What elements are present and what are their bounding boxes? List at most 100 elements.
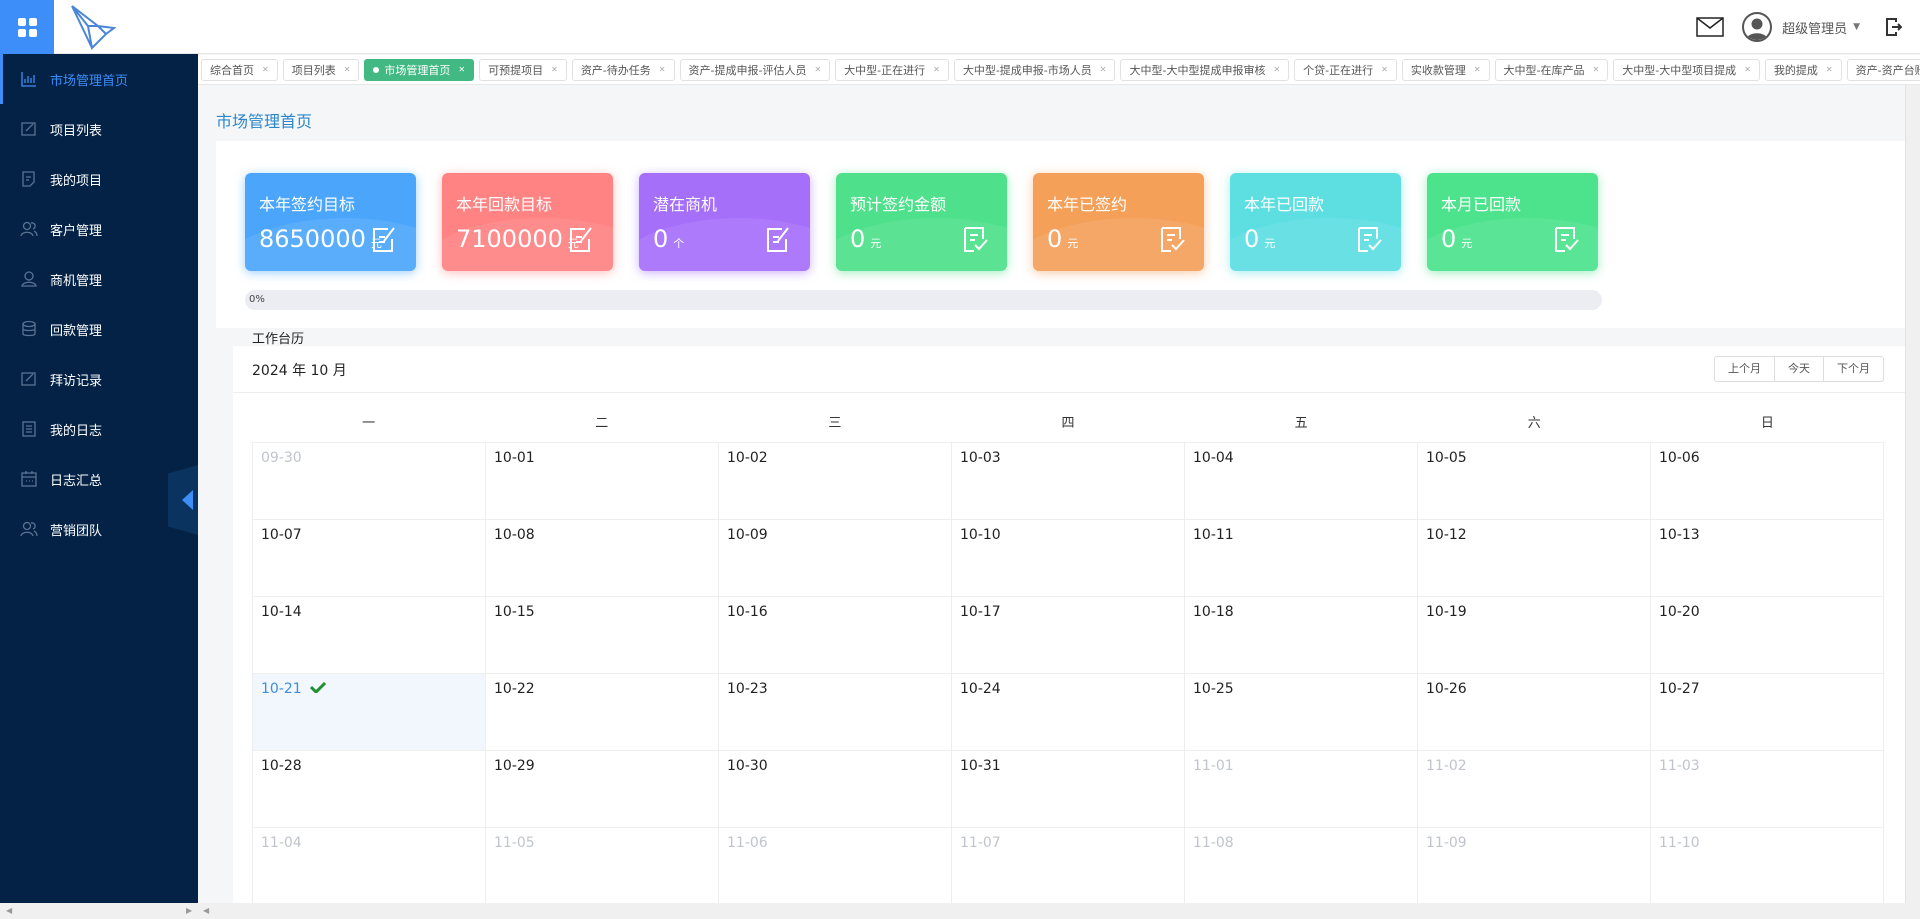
calendar-day[interactable]: 10-05 — [1418, 443, 1651, 520]
tab[interactable]: 资产-资产台账✕ — [1846, 58, 1920, 81]
tab[interactable]: 个贷-正在进行 ✕ — [1294, 58, 1397, 81]
calendar-day[interactable]: 10-03 — [952, 443, 1185, 520]
horizontal-scrollbar[interactable]: ◀ ▶ ◀ — [0, 903, 1920, 919]
calendar-day[interactable]: 10-18 — [1185, 597, 1418, 674]
calendar-day[interactable]: 11-07 — [952, 828, 1185, 905]
calendar-day[interactable]: 11-01 — [1185, 751, 1418, 828]
stat-card[interactable]: 本年签约目标 8650000 元 — [245, 173, 416, 271]
calendar-day[interactable]: 10-13 — [1651, 520, 1884, 597]
close-icon[interactable]: ✕ — [1273, 65, 1281, 74]
calendar-day[interactable]: 10-30 — [719, 751, 952, 828]
sidebar-item[interactable]: 我的日志 — [0, 404, 198, 454]
close-icon[interactable]: ✕ — [658, 65, 666, 74]
calendar-day[interactable]: 10-17 — [952, 597, 1185, 674]
calendar-day[interactable]: 10-11 — [1185, 520, 1418, 597]
close-icon[interactable]: ✕ — [551, 65, 558, 74]
tab[interactable]: 大中型-提成申报-市场人员 ✕ — [953, 58, 1116, 81]
collapse-sidebar-button[interactable] — [168, 465, 198, 535]
sidebar-item[interactable]: 拜访记录 — [0, 354, 198, 404]
calendar-day[interactable]: 09-30 — [253, 443, 486, 520]
calendar-day[interactable]: 10-04 — [1185, 443, 1418, 520]
close-icon[interactable]: ✕ — [1825, 65, 1833, 74]
tab[interactable]: 实收款管理 ✕ — [1401, 58, 1490, 81]
tab[interactable]: 我的提成 ✕ — [1764, 58, 1842, 81]
sidebar-item[interactable]: 日志汇总 — [0, 454, 198, 504]
sidebar-item[interactable]: 市场管理首页 — [0, 54, 198, 104]
calendar-day[interactable]: 10-08 — [486, 520, 719, 597]
close-icon[interactable]: ✕ — [1592, 65, 1600, 74]
scroll-left-icon[interactable]: ◀ — [6, 906, 13, 915]
calendar-day[interactable]: 10-26 — [1418, 674, 1651, 751]
calendar-day[interactable]: 10-10 — [952, 520, 1185, 597]
calendar-day[interactable]: 10-09 — [719, 520, 952, 597]
tab[interactable]: 大中型-正在进行 ✕ — [835, 58, 949, 81]
calendar-day[interactable]: 10-01 — [486, 443, 719, 520]
calendar-day[interactable]: 11-02 — [1418, 751, 1651, 828]
calendar-day[interactable]: 10-24 — [952, 674, 1185, 751]
calendar-day[interactable]: 10-25 — [1185, 674, 1418, 751]
calendar-day[interactable]: 11-08 — [1185, 828, 1418, 905]
tab[interactable]: 大中型-在库产品 ✕ — [1494, 58, 1609, 81]
next-month-button[interactable]: 下个月 — [1837, 362, 1870, 375]
tab[interactable]: 综合首页 ✕ — [201, 58, 278, 81]
sidebar-item[interactable]: 客户管理 — [0, 204, 198, 254]
sidebar-item[interactable]: 我的项目 — [0, 154, 198, 204]
calendar-day[interactable]: 10-21 — [253, 674, 486, 751]
close-icon[interactable]: ✕ — [458, 65, 466, 74]
sidebar-item[interactable]: 项目列表 — [0, 104, 198, 154]
close-icon[interactable]: ✕ — [1381, 65, 1388, 74]
calendar-day[interactable]: 10-02 — [719, 443, 952, 520]
scroll-left-icon[interactable]: ◀ — [203, 906, 210, 915]
calendar-day[interactable]: 10-20 — [1651, 597, 1884, 674]
close-icon[interactable]: ✕ — [1473, 65, 1481, 74]
tab[interactable]: 项目列表 ✕ — [282, 58, 360, 81]
chevron-down-icon[interactable]: ▼ — [1853, 22, 1860, 32]
mail-icon[interactable] — [1696, 17, 1724, 37]
close-icon[interactable]: ✕ — [933, 65, 940, 74]
tab[interactable]: 市场管理首页 ✕ — [364, 58, 475, 81]
stat-card[interactable]: 本年回款目标 7100000 元 — [442, 173, 613, 271]
calendar-day[interactable]: 10-23 — [719, 674, 952, 751]
calendar-day[interactable]: 10-31 — [952, 751, 1185, 828]
close-icon[interactable]: ✕ — [1099, 65, 1107, 74]
calendar-day[interactable]: 10-07 — [253, 520, 486, 597]
close-icon[interactable]: ✕ — [1744, 65, 1751, 74]
apps-grid-button[interactable] — [0, 0, 54, 54]
calendar-day[interactable]: 11-03 — [1651, 751, 1884, 828]
username[interactable]: 超级管理员 — [1782, 21, 1848, 37]
sidebar-item[interactable]: 商机管理 — [0, 254, 198, 304]
calendar-day[interactable]: 11-04 — [253, 828, 486, 905]
calendar-day[interactable]: 10-15 — [486, 597, 719, 674]
close-icon[interactable]: ✕ — [814, 65, 822, 74]
calendar-day[interactable]: 10-29 — [486, 751, 719, 828]
tab[interactable]: 大中型-大中型项目提成 ✕ — [1613, 58, 1760, 81]
sidebar-item[interactable]: 营销团队 — [0, 504, 198, 554]
close-icon[interactable]: ✕ — [262, 65, 269, 74]
prev-month-button[interactable]: 上个月 — [1715, 357, 1775, 381]
calendar-day[interactable]: 10-16 — [719, 597, 952, 674]
calendar-day[interactable]: 10-06 — [1651, 443, 1884, 520]
calendar-day[interactable]: 11-05 — [486, 828, 719, 905]
calendar-day[interactable]: 10-12 — [1418, 520, 1651, 597]
tab[interactable]: 资产-提成申报-评估人员 ✕ — [679, 58, 831, 81]
avatar[interactable] — [1742, 12, 1773, 42]
close-icon[interactable]: ✕ — [343, 65, 351, 74]
scroll-right-icon[interactable]: ▶ — [186, 906, 193, 915]
calendar-day[interactable]: 11-06 — [719, 828, 952, 905]
calendar-day[interactable]: 11-09 — [1418, 828, 1651, 905]
tab[interactable]: 大中型-大中型提成申报审核 ✕ — [1120, 58, 1290, 81]
sidebar-item[interactable]: 回款管理 — [0, 304, 198, 354]
tab[interactable]: 资产-待办任务 ✕ — [571, 58, 675, 81]
calendar-day[interactable]: 10-19 — [1418, 597, 1651, 674]
calendar-day[interactable]: 10-28 — [253, 751, 486, 828]
calendar-day[interactable]: 10-27 — [1651, 674, 1884, 751]
calendar-day[interactable]: 10-14 — [253, 597, 486, 674]
vertical-scrollbar[interactable] — [1905, 85, 1920, 903]
calendar-day[interactable]: 10-22 — [486, 674, 719, 751]
today-button[interactable]: 今天 — [1775, 357, 1824, 381]
